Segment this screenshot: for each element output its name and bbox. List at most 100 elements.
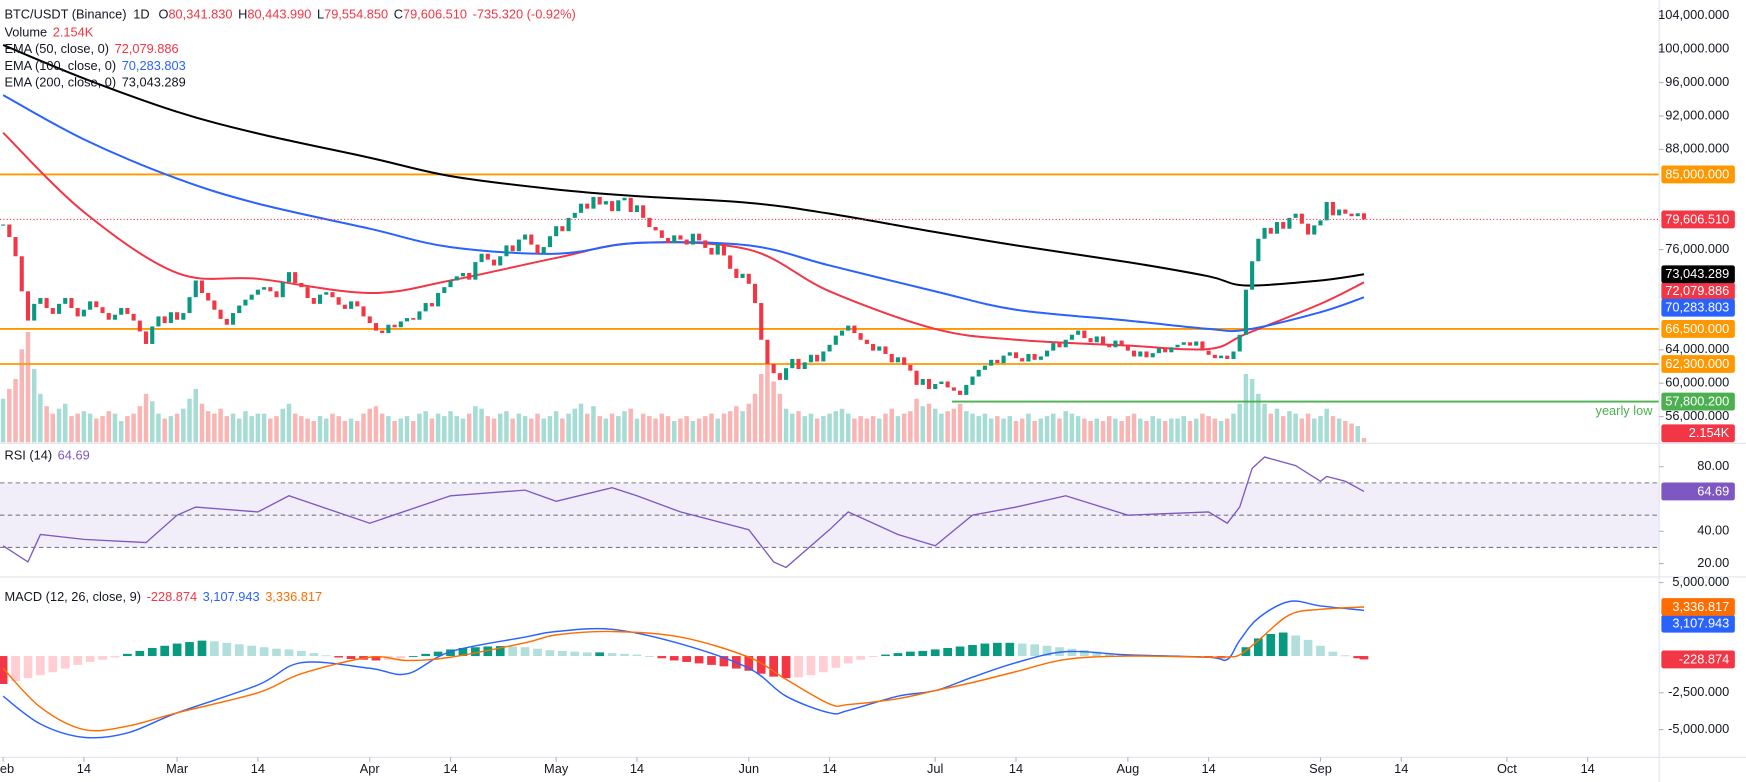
candle bbox=[1287, 217, 1292, 229]
volume-bar bbox=[1243, 374, 1249, 443]
legend-text: 64.69 bbox=[58, 448, 90, 463]
volume-bar bbox=[827, 413, 832, 443]
candle bbox=[1001, 355, 1006, 364]
candle bbox=[597, 196, 602, 205]
price-tag-label: 57,800.200 bbox=[1665, 394, 1729, 409]
volume-bar bbox=[684, 416, 689, 443]
candle bbox=[187, 297, 192, 314]
candle bbox=[56, 303, 62, 314]
macd-histogram-bar bbox=[23, 656, 33, 679]
candle bbox=[759, 303, 764, 340]
macd-histogram-bar bbox=[247, 645, 257, 657]
volume-bar bbox=[87, 413, 93, 443]
x-tick-label: Jun bbox=[738, 761, 759, 776]
y-tick-label: -5,000.000 bbox=[1668, 721, 1729, 736]
volume-bar bbox=[914, 398, 919, 443]
volume-bar bbox=[274, 416, 279, 443]
volume-bar bbox=[1225, 418, 1230, 443]
volume-bar bbox=[143, 393, 149, 443]
volume-bar bbox=[1218, 421, 1224, 443]
candle bbox=[1274, 222, 1280, 234]
candle bbox=[1094, 336, 1099, 343]
volume-bar bbox=[516, 413, 522, 443]
candle bbox=[1181, 342, 1186, 345]
macd-histogram-bar bbox=[408, 656, 418, 657]
macd-histogram-bar bbox=[831, 656, 841, 668]
candle bbox=[94, 301, 99, 308]
volume-bar bbox=[342, 421, 348, 443]
candle bbox=[703, 240, 708, 248]
x-tick-label: Mar bbox=[166, 761, 189, 776]
candle bbox=[324, 292, 329, 295]
macd-histogram-bar bbox=[558, 650, 567, 657]
candle bbox=[871, 343, 876, 351]
candle bbox=[1212, 354, 1217, 359]
candle bbox=[697, 233, 702, 241]
legend-text: 1D bbox=[133, 7, 149, 22]
volume-bar bbox=[410, 421, 416, 443]
macd-histogram-bar bbox=[272, 648, 281, 657]
candle bbox=[964, 384, 969, 395]
volume-bar bbox=[901, 413, 907, 443]
macd-histogram-bar bbox=[98, 656, 107, 660]
volume-bar bbox=[448, 411, 453, 443]
macd-histogram-bar bbox=[60, 656, 70, 669]
axes: Feb 14 Mar 14 Apr 14 May 14 Jun 14 Jul 14 Aug 14 Sep 14… bbox=[0, 7, 1735, 776]
legend-text: 79,554.850 bbox=[324, 7, 388, 22]
candle bbox=[808, 354, 813, 363]
ema-line bbox=[2, 44, 1365, 287]
candle bbox=[1156, 348, 1161, 354]
candle bbox=[342, 304, 347, 309]
volume-bar bbox=[460, 418, 466, 443]
volume-bar bbox=[1349, 423, 1354, 443]
volume-bar bbox=[771, 381, 776, 443]
y-tick-label: 92,000.000 bbox=[1665, 107, 1729, 122]
macd-histogram-bar bbox=[210, 641, 219, 657]
legend-text: 2.154K bbox=[53, 25, 94, 40]
candle bbox=[1343, 209, 1348, 214]
volume-bar bbox=[361, 413, 366, 443]
candle bbox=[709, 247, 714, 255]
macd-pane bbox=[0, 600, 1369, 739]
volume-bar bbox=[1131, 413, 1137, 443]
candle bbox=[1100, 336, 1106, 344]
candle bbox=[572, 212, 577, 218]
price-tag bbox=[1661, 598, 1735, 616]
macd-histogram-bar bbox=[682, 656, 691, 662]
volume-bar bbox=[13, 378, 18, 443]
macd-histogram-bar bbox=[433, 651, 443, 657]
candle bbox=[485, 253, 490, 260]
candle bbox=[1076, 330, 1081, 335]
candle bbox=[678, 235, 683, 240]
volume-bar bbox=[224, 416, 230, 443]
volume-bar bbox=[1324, 408, 1329, 443]
volume-bar bbox=[1249, 378, 1255, 443]
candle bbox=[1045, 350, 1050, 357]
y-tick-label: 100,000.000 bbox=[1658, 41, 1729, 56]
candle bbox=[1250, 261, 1255, 290]
legend-text: H bbox=[238, 7, 247, 22]
candle bbox=[479, 253, 484, 263]
macd-histogram-bar bbox=[172, 643, 182, 657]
volume-bar bbox=[839, 408, 845, 443]
macd-histogram-bar bbox=[943, 647, 952, 657]
candle bbox=[647, 217, 652, 228]
price-tag bbox=[1661, 298, 1735, 317]
candle bbox=[423, 303, 428, 312]
legend-row: EMA (100, close, 0) 70,283.803 bbox=[4, 58, 185, 73]
candle bbox=[765, 339, 770, 364]
volume-bar bbox=[783, 408, 789, 443]
volume-bar bbox=[746, 403, 752, 443]
macd-histogram-bar bbox=[607, 653, 617, 657]
volume-bar bbox=[398, 418, 404, 443]
macd-histogram-bar bbox=[719, 656, 729, 667]
candle bbox=[958, 390, 963, 395]
volume-bar bbox=[38, 393, 43, 443]
candle bbox=[839, 330, 845, 336]
macd-histogram-bar bbox=[1291, 635, 1300, 657]
volume-bar bbox=[355, 421, 360, 443]
candle bbox=[349, 301, 354, 309]
macd-histogram-bar bbox=[1067, 648, 1077, 657]
candle bbox=[1243, 289, 1248, 335]
